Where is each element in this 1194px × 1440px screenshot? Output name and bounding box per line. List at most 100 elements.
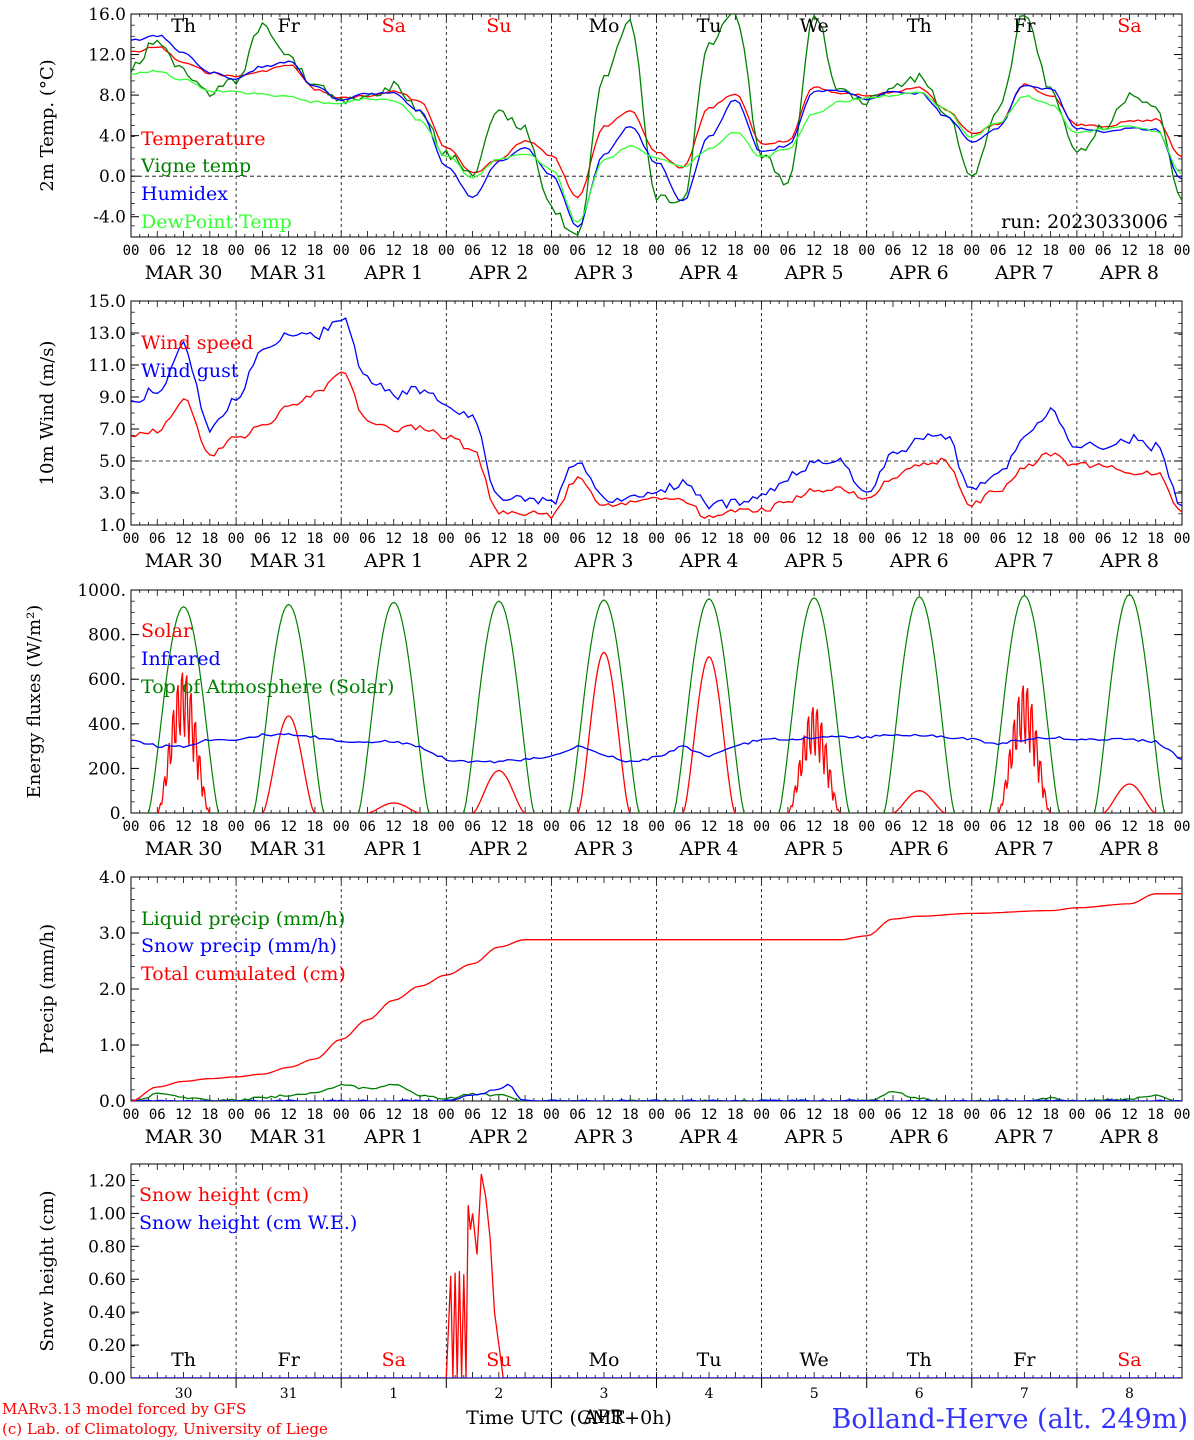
hour-tick-label: 00 xyxy=(333,1107,350,1123)
date-label: APR 4 xyxy=(679,1126,739,1148)
date-label: APR 2 xyxy=(468,550,528,572)
hour-tick-label: 06 xyxy=(149,819,166,835)
hour-tick-label: 00 xyxy=(438,1107,455,1123)
date-label: MAR 31 xyxy=(250,550,328,572)
precip-y-tick-label: 2.0 xyxy=(99,980,126,1000)
hour-tick-label: 12 xyxy=(280,819,297,835)
hour-tick-label: 12 xyxy=(1121,1107,1138,1123)
weekday-label: Tu xyxy=(697,15,722,37)
hour-tick-label: 06 xyxy=(885,1107,902,1123)
weekday-label: Sa xyxy=(382,1349,406,1371)
weekday-label: We xyxy=(800,1349,829,1371)
date-label: APR 6 xyxy=(889,838,949,860)
hour-tick-label: 12 xyxy=(911,531,928,547)
legend-total-cumulated-cm-: Total cumulated (cm) xyxy=(141,963,346,985)
legend-top-of-atmosphere-solar-: Top of Atmosphere (Solar) xyxy=(141,676,394,698)
x-axis-title: Time UTC (GMT+0h) xyxy=(466,1407,672,1429)
day-number-label: 31 xyxy=(280,1386,298,1402)
snow-y-tick-label: 0.20 xyxy=(88,1336,126,1356)
legend-temperature: Temperature xyxy=(141,128,265,150)
hour-tick-label: 00 xyxy=(333,531,350,547)
date-label: MAR 31 xyxy=(250,1126,328,1148)
hour-tick-label: 18 xyxy=(1042,1107,1059,1123)
hour-tick-label: 18 xyxy=(306,243,323,259)
hour-tick-label: 18 xyxy=(306,1107,323,1123)
hour-tick-label: 00 xyxy=(1068,531,1085,547)
hour-tick-label: 18 xyxy=(622,243,639,259)
snow-y-tick-label: 0.80 xyxy=(88,1237,126,1257)
weekday-label: Mo xyxy=(588,15,619,37)
date-label: MAR 31 xyxy=(250,262,328,284)
date-label: APR 2 xyxy=(468,262,528,284)
hour-tick-label: 18 xyxy=(1042,819,1059,835)
hour-tick-label: 18 xyxy=(412,819,429,835)
series-wind-speed xyxy=(131,371,1182,520)
hour-tick-label: 18 xyxy=(412,243,429,259)
hour-tick-label: 12 xyxy=(1121,243,1138,259)
legend-snow-height-cm-: Snow height (cm) xyxy=(139,1184,309,1206)
date-label: APR 3 xyxy=(573,550,633,572)
hour-tick-label: 00 xyxy=(123,531,140,547)
hour-tick-label: 12 xyxy=(280,531,297,547)
hour-tick-label: 06 xyxy=(990,243,1007,259)
hour-tick-label: 00 xyxy=(228,819,245,835)
energy-y-tick-label: 600. xyxy=(88,670,126,690)
hour-tick-label: 06 xyxy=(359,531,376,547)
hour-tick-label: 18 xyxy=(1042,531,1059,547)
hour-tick-label: 12 xyxy=(280,1107,297,1123)
hour-tick-label: 12 xyxy=(1121,819,1138,835)
hour-tick-label: 12 xyxy=(806,819,823,835)
hour-tick-label: 06 xyxy=(464,819,481,835)
hour-tick-label: 18 xyxy=(517,819,534,835)
panel-temperature: -4.0 0.0 4.0 8.0 12.0 16.0 2m Temp. (°C) Temper… xyxy=(37,5,1190,284)
hour-tick-label: 06 xyxy=(254,243,271,259)
hour-tick-label: 00 xyxy=(1174,819,1191,835)
date-label: APR 6 xyxy=(889,1126,949,1148)
hour-tick-label: 18 xyxy=(517,1107,534,1123)
hour-tick-label: 12 xyxy=(701,243,718,259)
temperature-y-tick-label: 16.0 xyxy=(88,5,126,25)
hour-tick-label: 00 xyxy=(543,531,560,547)
energy-series-group xyxy=(131,593,1182,813)
panel-precip: 0.0 1.0 2.0 3.0 4.0 Precip (mm/h) Liquid preci… xyxy=(37,868,1190,1148)
hour-tick-label: 00 xyxy=(543,819,560,835)
date-label: MAR 30 xyxy=(145,262,223,284)
hour-tick-label: 12 xyxy=(806,531,823,547)
legend-snow-height-cm-w-e-: Snow height (cm W.E.) xyxy=(139,1212,357,1234)
hour-tick-label: 06 xyxy=(885,819,902,835)
hour-tick-label: 18 xyxy=(832,819,849,835)
hour-tick-label: 18 xyxy=(937,243,954,259)
hour-tick-label: 12 xyxy=(490,1107,507,1123)
series-toa-solar xyxy=(988,594,1060,813)
hour-tick-label: 00 xyxy=(963,1107,980,1123)
hour-tick-label: 06 xyxy=(779,1107,796,1123)
hour-tick-label: 00 xyxy=(333,819,350,835)
hour-tick-label: 00 xyxy=(1174,531,1191,547)
date-label: APR 7 xyxy=(994,1126,1054,1148)
wind-series-group xyxy=(131,317,1182,520)
weekday-label: Mo xyxy=(588,1349,619,1371)
date-label: APR 8 xyxy=(1099,262,1159,284)
hour-tick-label: 06 xyxy=(990,531,1007,547)
hour-tick-label: 00 xyxy=(858,531,875,547)
weekday-label: Th xyxy=(907,1349,932,1371)
hour-tick-label: 00 xyxy=(228,531,245,547)
hour-tick-label: 12 xyxy=(280,243,297,259)
hour-tick-label: 06 xyxy=(1095,819,1112,835)
hour-tick-label: 12 xyxy=(385,1107,402,1123)
panel-snow: 0.00 0.20 0.40 0.60 0.80 1.00 1.20 Snow height … xyxy=(37,1163,1183,1428)
hour-tick-label: 18 xyxy=(412,1107,429,1123)
date-label: APR 8 xyxy=(1099,550,1159,572)
wind-y-tick-label: 9.0 xyxy=(99,388,126,408)
hour-tick-label: 18 xyxy=(727,531,744,547)
hour-tick-label: 00 xyxy=(753,531,770,547)
hour-tick-label: 00 xyxy=(963,243,980,259)
temperature-y-tick-label: 8.0 xyxy=(99,86,126,106)
precip-y-tick-label: 1.0 xyxy=(99,1036,126,1056)
date-label: APR 7 xyxy=(994,262,1054,284)
hour-tick-label: 18 xyxy=(937,819,954,835)
weekday-label: Tu xyxy=(697,1349,722,1371)
legend-liquid-precip-mm-h-: Liquid precip (mm/h) xyxy=(141,908,345,930)
hour-tick-label: 00 xyxy=(753,1107,770,1123)
